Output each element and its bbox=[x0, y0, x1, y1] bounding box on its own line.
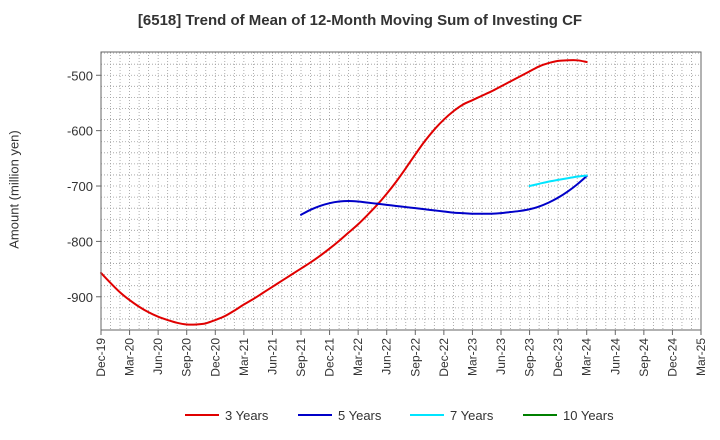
y-tick-label: -500 bbox=[67, 68, 93, 83]
legend-label: 5 Years bbox=[338, 408, 382, 423]
x-tick-label: Sep-21 bbox=[294, 338, 308, 377]
x-tick-label: Jun-24 bbox=[608, 338, 622, 375]
plot-area bbox=[101, 52, 701, 330]
x-tick-label: Mar-21 bbox=[237, 338, 251, 376]
legend-label: 7 Years bbox=[450, 408, 494, 423]
series-layer bbox=[100, 59, 588, 326]
x-tick-label: Sep-23 bbox=[523, 338, 537, 377]
y-tick-label: -900 bbox=[67, 290, 93, 305]
grid-layer bbox=[101, 52, 701, 330]
x-tick-label: Dec-21 bbox=[323, 338, 337, 377]
x-tick-label: Dec-20 bbox=[208, 338, 222, 377]
x-tick-label: Dec-24 bbox=[665, 338, 679, 377]
x-tick-label: Jun-21 bbox=[265, 338, 279, 375]
x-tick-label: Sep-20 bbox=[180, 338, 194, 377]
x-tick-label: Mar-25 bbox=[694, 338, 708, 376]
series-line-3-years bbox=[100, 59, 588, 326]
y-tick-label: -800 bbox=[67, 234, 93, 249]
series-line-7-years bbox=[528, 174, 588, 188]
x-tick-label: Dec-23 bbox=[551, 338, 565, 377]
x-tick-label: Dec-22 bbox=[437, 338, 451, 377]
x-tick-label: Jun-22 bbox=[380, 338, 394, 375]
x-tick-label: Mar-24 bbox=[580, 338, 594, 376]
x-tick-label: Jun-23 bbox=[494, 338, 508, 375]
legend-label: 3 Years bbox=[225, 408, 269, 423]
legend: 3 Years 5 Years 7 Years 10 Years bbox=[185, 408, 614, 423]
y-tick-label: -700 bbox=[67, 179, 93, 194]
chart-title: [6518] Trend of Mean of 12-Month Moving … bbox=[137, 12, 583, 29]
x-tick-label: Mar-23 bbox=[465, 338, 479, 376]
x-tick-label: Sep-24 bbox=[637, 338, 651, 377]
x-tick-label: Jun-20 bbox=[151, 338, 165, 375]
legend-label: 10 Years bbox=[563, 408, 614, 423]
plot-frame bbox=[100, 51, 702, 331]
series-line-5-years bbox=[300, 175, 588, 216]
x-tick-label: Mar-22 bbox=[351, 338, 365, 376]
x-tick-label: Sep-22 bbox=[408, 338, 422, 377]
y-tick-label: -600 bbox=[67, 124, 93, 139]
x-tick-label: Dec-19 bbox=[94, 338, 108, 377]
axis-layer: -500 -600 -700 -800 -900 Dec-19 Mar-20 Jun-20 Se… bbox=[67, 68, 708, 376]
x-tick-label: Mar-20 bbox=[123, 338, 137, 376]
